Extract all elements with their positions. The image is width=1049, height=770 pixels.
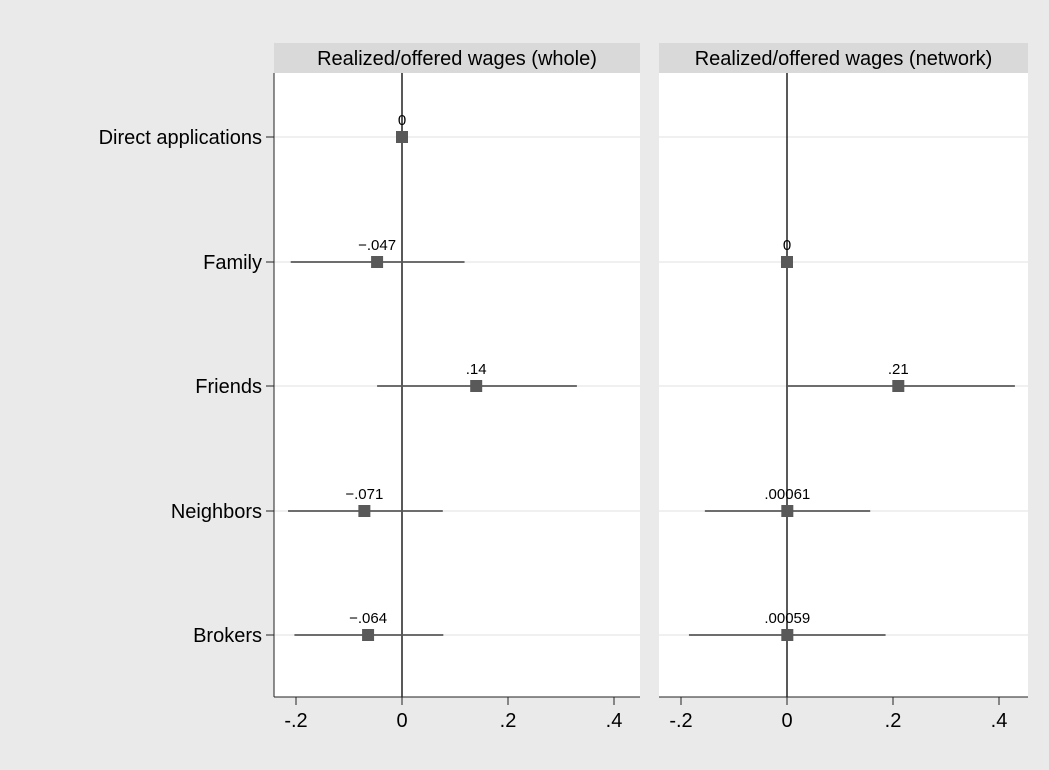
- x-tick-label: 0: [781, 710, 792, 732]
- y-axis: Direct applications Family Friends Neighbor…: [99, 73, 275, 697]
- x-tick-label: -.2: [284, 710, 307, 732]
- panels: Realized/offered wages (whole) -.2 0 .2 .4 0 −…: [274, 43, 1028, 732]
- x-tick-label: .2: [885, 710, 902, 732]
- x-tick-label: .2: [500, 710, 517, 732]
- coefficient-marker: [892, 380, 905, 392]
- plot-area: [274, 73, 640, 697]
- panel-title: Realized/offered wages (whole): [317, 48, 597, 70]
- data-label: .21: [888, 361, 909, 378]
- x-tick-label: .4: [606, 710, 623, 732]
- coefficient-marker: [358, 505, 371, 517]
- panel-title: Realized/offered wages (network): [695, 48, 993, 70]
- data-label: .14: [466, 361, 487, 378]
- coefficient-marker: [781, 629, 794, 641]
- x-tick-label: 0: [396, 710, 407, 732]
- y-tick-label: Neighbors: [171, 501, 262, 523]
- y-tick-label: Friends: [195, 376, 262, 398]
- data-label: 0: [783, 237, 791, 254]
- y-tick-label: Brokers: [193, 625, 262, 647]
- data-label: .00061: [764, 486, 810, 503]
- panel-header: [274, 43, 640, 73]
- coefficient-marker: [396, 131, 408, 143]
- coefficient-marker: [781, 256, 793, 268]
- data-label: −.071: [345, 486, 383, 503]
- data-label: −.047: [358, 237, 396, 254]
- data-label: 0: [398, 112, 406, 129]
- panel-header: [659, 43, 1028, 73]
- y-tick-label: Direct applications: [99, 127, 262, 149]
- y-tick-label: Family: [203, 252, 262, 274]
- data-label: .00059: [764, 610, 810, 627]
- x-tick-label: .4: [991, 710, 1008, 732]
- x-tick-label: -.2: [669, 710, 692, 732]
- coefficient-marker: [371, 256, 384, 268]
- data-label: −.064: [349, 610, 387, 627]
- coefficient-marker: [362, 629, 375, 641]
- panel-2: Realized/offered wages (network) -.2 0 .2 .4…: [659, 43, 1028, 732]
- coefficient-marker: [781, 505, 794, 517]
- coefficient-marker: [470, 380, 483, 392]
- plot-area: [659, 73, 1028, 697]
- panel-1: Realized/offered wages (whole) -.2 0 .2 .4 0 −…: [274, 43, 640, 732]
